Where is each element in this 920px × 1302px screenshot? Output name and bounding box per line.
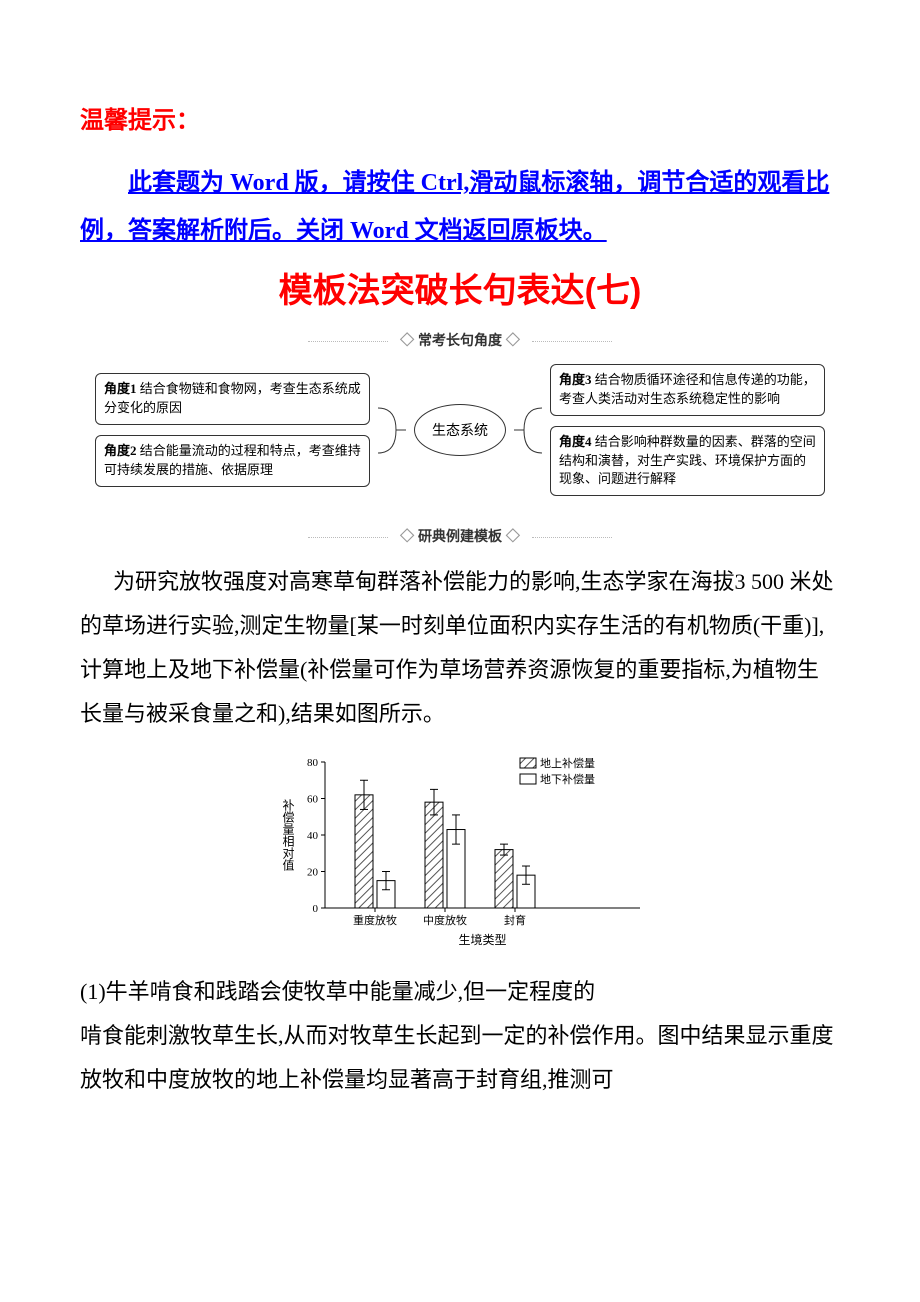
svg-text:中度放牧: 中度放牧: [423, 913, 467, 927]
paragraph-1: 为研究放牧强度对高寒草甸群落补偿能力的影响,生态学家在海拔3 500 米处的草场…: [80, 560, 840, 736]
section-header-2: ◇ 研典例建模板 ◇: [80, 526, 840, 546]
tip-label: 温馨提示：: [80, 100, 840, 135]
svg-text:20: 20: [307, 867, 319, 879]
diagram-box-angle1: 角度1 结合食物链和食物网，考查生态系统成分变化的原因: [95, 373, 370, 425]
angle1-text: 结合食物链和食物网，考查生态系统成分变化的原因: [104, 381, 361, 415]
tip-body: 此套题为 Word 版，请按住 Ctrl,滑动鼠标滚轴，调节合适的观看比例，答案…: [80, 159, 840, 255]
svg-text:40: 40: [307, 830, 319, 842]
diamond-icon: ◇: [506, 528, 520, 544]
diagram-box-angle2: 角度2 结合能量流动的过程和特点，考查维持可持续发展的措施、依据原理: [95, 435, 370, 487]
bar-chart: 0 20 40 60 80 补偿量相对值重度放牧 中度放牧 封育生境类型 地上补偿量地下补偿量: [80, 750, 840, 950]
diagram-left-column: 角度1 结合食物链和食物网，考查生态系统成分变化的原因 角度2 结合能量流动的过…: [95, 373, 370, 486]
main-title: 模板法突破长句表达(七): [80, 263, 840, 312]
angle1-head: 角度1: [104, 381, 137, 396]
diagram-right-column: 角度3 结合物质循环途径和信息传递的功能，考查人类活动对生态系统稳定性的影响 角…: [550, 364, 825, 496]
svg-text:80: 80: [307, 757, 319, 769]
connector-right: [514, 398, 542, 463]
angle2-text: 结合能量流动的过程和特点，考查维持可持续发展的措施、依据原理: [104, 443, 361, 477]
angle4-head: 角度4: [559, 434, 592, 449]
section-header-1: ◇ 常考长句角度 ◇: [80, 330, 840, 350]
diagram-center: 生态系统: [414, 404, 506, 456]
svg-text:重度放牧: 重度放牧: [353, 913, 397, 927]
concept-diagram: 角度1 结合食物链和食物网，考查生态系统成分变化的原因 角度2 结合能量流动的过…: [80, 364, 840, 496]
angle3-text: 结合物质循环途径和信息传递的功能，考查人类活动对生态系统稳定性的影响: [559, 372, 816, 406]
diamond-icon: ◇: [400, 332, 414, 348]
svg-text:地下补偿量: 地下补偿量: [540, 772, 595, 786]
question-number: (1): [80, 979, 106, 1004]
section2-label: 研典例建模板: [418, 528, 502, 544]
angle3-head: 角度3: [559, 372, 592, 387]
connector-left: [378, 398, 406, 463]
question-line2: 啃食能刺激牧草生长,从而对牧草生长起到一定的补偿作用。图中结果显示重度放牧和中度…: [80, 1023, 834, 1092]
diagram-box-angle4: 角度4 结合影响种群数量的因素、群落的空间结构和演替，对生产实践、环境保护方面的…: [550, 426, 825, 497]
section1-label: 常考长句角度: [418, 332, 502, 348]
svg-text:生境类型: 生境类型: [458, 932, 506, 947]
svg-text:60: 60: [307, 794, 319, 806]
diamond-icon: ◇: [400, 528, 414, 544]
question-1: (1)牛羊啃食和践踏会使牧草中能量减少,但一定程度的 啃食能刺激牧草生长,从而对…: [80, 970, 840, 1102]
svg-text:封育: 封育: [504, 913, 526, 927]
svg-text:地上补偿量: 地上补偿量: [540, 756, 595, 770]
bar-chart-svg: 0 20 40 60 80 补偿量相对值重度放牧 中度放牧 封育生境类型 地上补偿量地下补偿量: [270, 750, 650, 950]
diamond-icon: ◇: [506, 332, 520, 348]
angle2-head: 角度2: [104, 443, 137, 458]
question-line1: 牛羊啃食和践踏会使牧草中能量减少,但一定程度的: [106, 979, 596, 1004]
svg-text:补偿量相对值: 补偿量相对值: [281, 799, 295, 872]
angle4-text: 结合影响种群数量的因素、群落的空间结构和演替，对生产实践、环境保护方面的现象、问…: [559, 434, 816, 487]
svg-text:0: 0: [313, 903, 319, 915]
diagram-box-angle3: 角度3 结合物质循环途径和信息传递的功能，考查人类活动对生态系统稳定性的影响: [550, 364, 825, 416]
